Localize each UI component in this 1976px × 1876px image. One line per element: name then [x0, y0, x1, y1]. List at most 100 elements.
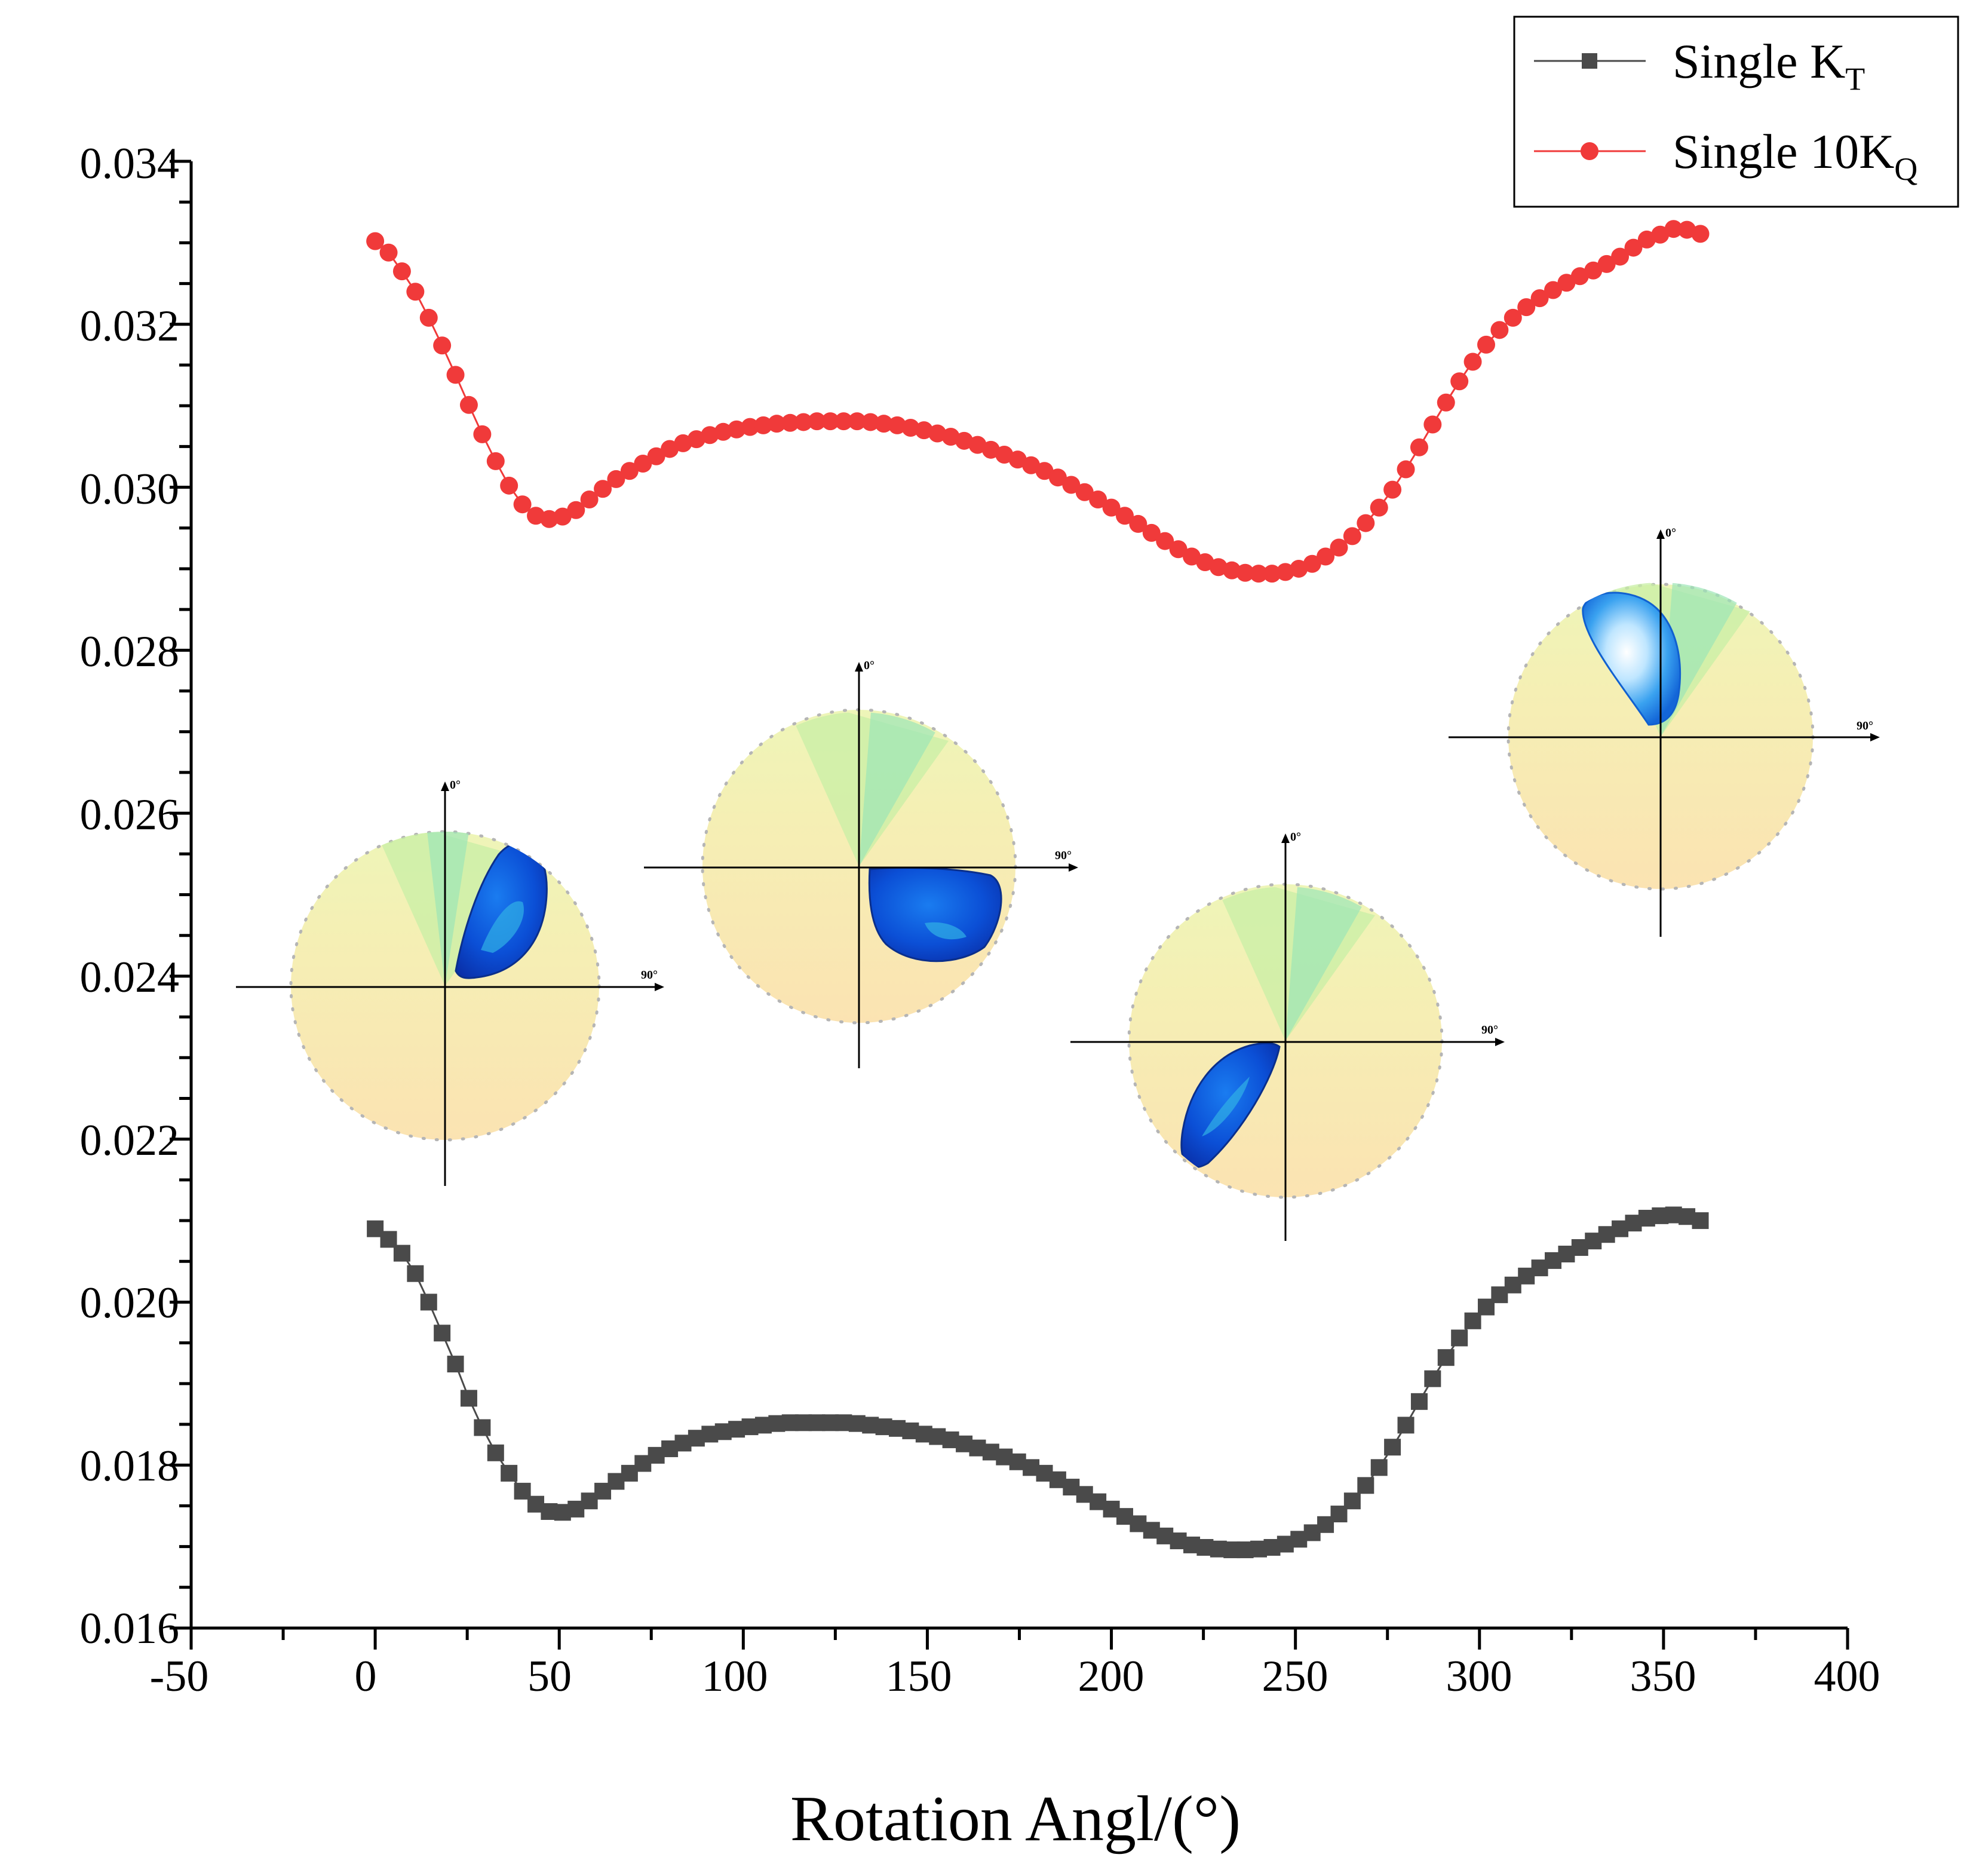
data-point	[1142, 523, 1161, 542]
data-point	[1477, 335, 1495, 354]
data-point	[701, 426, 719, 445]
data-point	[915, 421, 933, 440]
data-point	[500, 476, 518, 495]
inset-arrow	[441, 781, 449, 791]
data-point	[1303, 554, 1321, 573]
inset-arrow	[1495, 1038, 1505, 1046]
x-tick-label: 400	[1814, 1652, 1880, 1701]
series-line	[375, 228, 1701, 575]
data-point	[446, 366, 465, 384]
data-point	[392, 262, 411, 281]
data-point	[1008, 450, 1027, 469]
legend-label-main: Single 10K	[1673, 124, 1894, 179]
y-tick-label: 0.020	[80, 1279, 180, 1328]
data-point	[553, 507, 572, 526]
data-point	[1410, 438, 1428, 456]
inset-label-90: 90°	[1055, 849, 1072, 862]
inset-label-90: 90°	[1481, 1023, 1498, 1037]
data-point	[1437, 393, 1455, 412]
legend-marker-square	[1582, 53, 1597, 69]
data-point	[834, 412, 853, 431]
data-point	[1557, 274, 1576, 292]
data-point	[1424, 1370, 1441, 1387]
data-point	[1437, 1349, 1455, 1366]
data-point	[1035, 462, 1054, 480]
data-point	[1597, 255, 1616, 273]
data-point	[1317, 547, 1335, 566]
y-tick-label: 0.034	[80, 139, 180, 188]
data-point	[1611, 247, 1630, 266]
x-tick-label: 300	[1446, 1652, 1512, 1701]
data-point	[486, 452, 505, 470]
data-point	[513, 495, 532, 514]
data-point	[1370, 1459, 1388, 1476]
x-tick-label: 250	[1262, 1652, 1328, 1701]
data-point	[647, 447, 665, 465]
data-point	[1691, 225, 1710, 243]
propeller-inset-c: 0° 90°	[1070, 830, 1505, 1241]
data-point	[1410, 1393, 1428, 1410]
data-point	[1263, 565, 1281, 583]
inset-label-0: 0°	[450, 778, 461, 792]
data-point	[1343, 1492, 1361, 1510]
data-point	[1089, 491, 1107, 509]
data-point	[1370, 498, 1388, 517]
legend-label-sub: T	[1845, 61, 1865, 97]
inset-blade	[455, 841, 548, 979]
x-tick-label: -50	[150, 1652, 209, 1701]
inset-blade	[1582, 591, 1681, 726]
data-point	[728, 420, 746, 439]
data-point	[406, 283, 425, 301]
inset-blade-highlight	[481, 901, 524, 953]
data-point	[447, 1356, 464, 1373]
data-point	[1397, 1417, 1415, 1434]
inset-arrow	[1069, 863, 1078, 872]
data-point	[1357, 514, 1375, 532]
propeller-inset-a: 0° 90°	[236, 778, 664, 1186]
inset-label-0: 0°	[1665, 526, 1676, 539]
x-tick-labels: -50 0 50 100 150 200 250 300 350 400	[150, 1652, 1880, 1701]
inset-label-0: 0°	[864, 659, 875, 672]
legend-marker-circle	[1581, 142, 1598, 160]
data-point	[1423, 415, 1442, 434]
data-point	[1075, 483, 1094, 501]
y-tick-label: 0.030	[80, 465, 180, 514]
data-point	[1397, 460, 1415, 479]
data-point	[861, 413, 880, 431]
data-point	[1236, 563, 1254, 582]
data-point	[620, 462, 639, 480]
x-tick-label: 50	[527, 1652, 572, 1701]
inset-label-0: 0°	[1290, 830, 1301, 844]
data-point	[434, 1325, 451, 1342]
data-point	[393, 1244, 410, 1262]
data-point	[459, 396, 478, 414]
x-tick-label: 0	[355, 1652, 377, 1701]
inset-blade-highlight	[1202, 1077, 1250, 1136]
data-point	[1651, 225, 1670, 244]
data-point	[607, 470, 625, 488]
data-point	[1022, 456, 1041, 474]
data-point	[1183, 547, 1201, 566]
y-tick-label: 0.032	[80, 302, 180, 351]
inset-wake-fan	[1285, 887, 1363, 1041]
inset-wake-fan	[859, 712, 937, 866]
x-axis-title: Rotation Angl/(°)	[790, 1783, 1241, 1854]
data-point	[1209, 558, 1228, 577]
data-point	[1530, 289, 1549, 308]
data-point	[473, 425, 492, 443]
data-point	[420, 1293, 437, 1311]
inset-arrow	[855, 662, 863, 672]
data-point	[768, 415, 786, 433]
data-point	[1343, 527, 1361, 545]
y-tick-label: 0.028	[80, 627, 180, 676]
x-tick-label: 100	[702, 1652, 768, 1701]
y-tick-label: 0.026	[80, 790, 180, 839]
y-tick-labels: 0.016 0.018 0.020 0.022 0.024 0.026 0.02…	[80, 139, 180, 1653]
data-point	[1383, 480, 1402, 499]
data-point	[379, 243, 398, 262]
data-point	[754, 416, 772, 434]
data-point	[487, 1444, 504, 1461]
data-point	[1102, 498, 1121, 517]
data-point	[1384, 1439, 1401, 1456]
y-tick-label: 0.022	[80, 1116, 180, 1165]
